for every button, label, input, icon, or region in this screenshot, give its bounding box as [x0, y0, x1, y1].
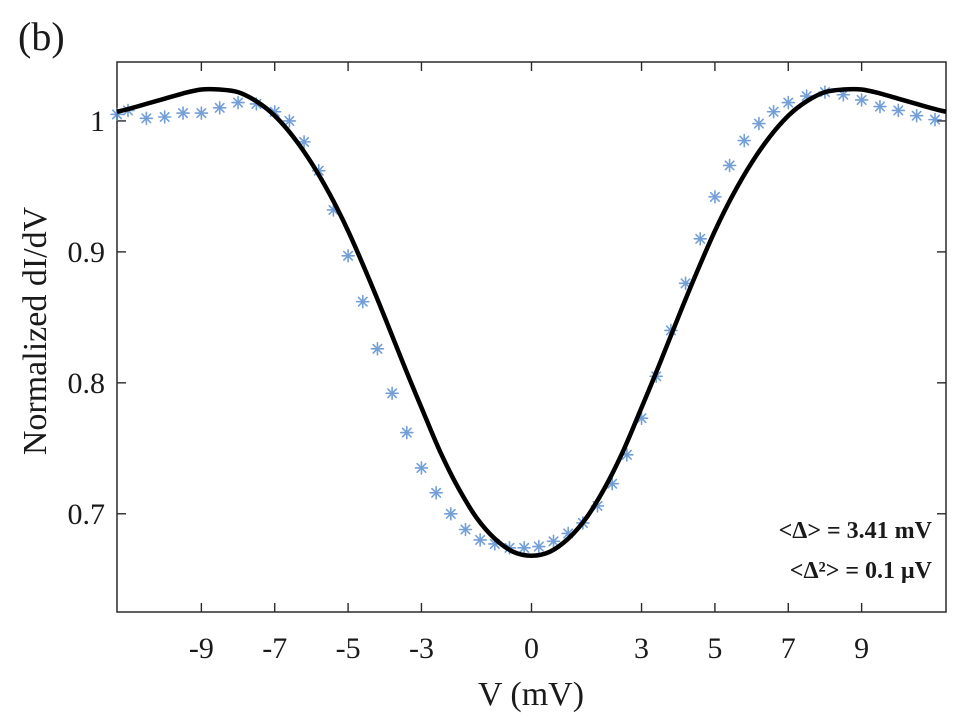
x-axis-ticks: -9 -7 -5 -3 0 3 5 7 9	[189, 62, 869, 665]
data-point	[370, 341, 385, 356]
data-point	[212, 101, 227, 115]
data-point	[414, 461, 429, 475]
data-point	[891, 103, 906, 118]
data-point	[458, 522, 473, 537]
data-point	[678, 276, 693, 291]
y-tick-label: 0.8	[68, 367, 106, 400]
data-point	[385, 386, 399, 401]
y-axis-ticks: 0.7 0.8 0.9 1	[68, 105, 946, 531]
data-point	[341, 249, 355, 263]
y-tick-label: 0.9	[68, 236, 106, 269]
data-point	[282, 114, 297, 128]
x-tick-label: -3	[409, 632, 434, 665]
data-point	[854, 93, 869, 107]
data-point	[194, 106, 209, 120]
data-point	[693, 231, 708, 246]
x-tick-label: -7	[262, 632, 287, 665]
plot-area: -9 -7 -5 -3 0 3 5 7 9 0.7 0.8 0.9 1	[68, 61, 947, 665]
data-point	[517, 541, 531, 555]
data-point	[176, 106, 190, 120]
data-point	[737, 133, 752, 148]
panel-label: (b)	[18, 14, 65, 59]
x-tick-label: 7	[781, 632, 796, 665]
annotation-mean-gap: <Δ> = 3.41 mV	[779, 518, 933, 544]
data-point	[546, 534, 561, 549]
x-axis-title: V (mV)	[478, 676, 584, 713]
x-tick-label: 0	[524, 632, 539, 665]
fit-line-group	[116, 86, 947, 558]
data-point	[928, 112, 942, 127]
data-point	[781, 95, 796, 110]
annotation-gap-variance: <Δ²> = 0.1 μV	[790, 558, 933, 584]
data-point	[752, 116, 766, 131]
data-point	[909, 108, 924, 123]
data-point	[139, 111, 154, 126]
data-point	[429, 486, 443, 500]
y-tick-label: 0.7	[68, 498, 106, 531]
data-point	[532, 539, 546, 554]
y-axis-title: Normalized dI/dV	[17, 206, 54, 455]
data-point	[722, 158, 737, 173]
data-point	[355, 294, 370, 309]
x-tick-label: -5	[336, 632, 361, 665]
axes-box	[116, 61, 947, 613]
data-point	[473, 533, 487, 547]
data-point	[873, 99, 887, 114]
data-point	[444, 506, 458, 521]
x-tick-label: 3	[634, 632, 649, 665]
fit-line	[116, 86, 947, 558]
data-point	[157, 110, 172, 124]
data-point	[399, 425, 414, 440]
x-tick-label: -9	[189, 632, 214, 665]
y-tick-label: 1	[90, 105, 105, 138]
data-point	[231, 95, 245, 110]
data-point	[766, 104, 781, 119]
x-tick-label: 5	[707, 632, 722, 665]
x-tick-label: 9	[854, 632, 869, 665]
data-point	[708, 190, 722, 204]
